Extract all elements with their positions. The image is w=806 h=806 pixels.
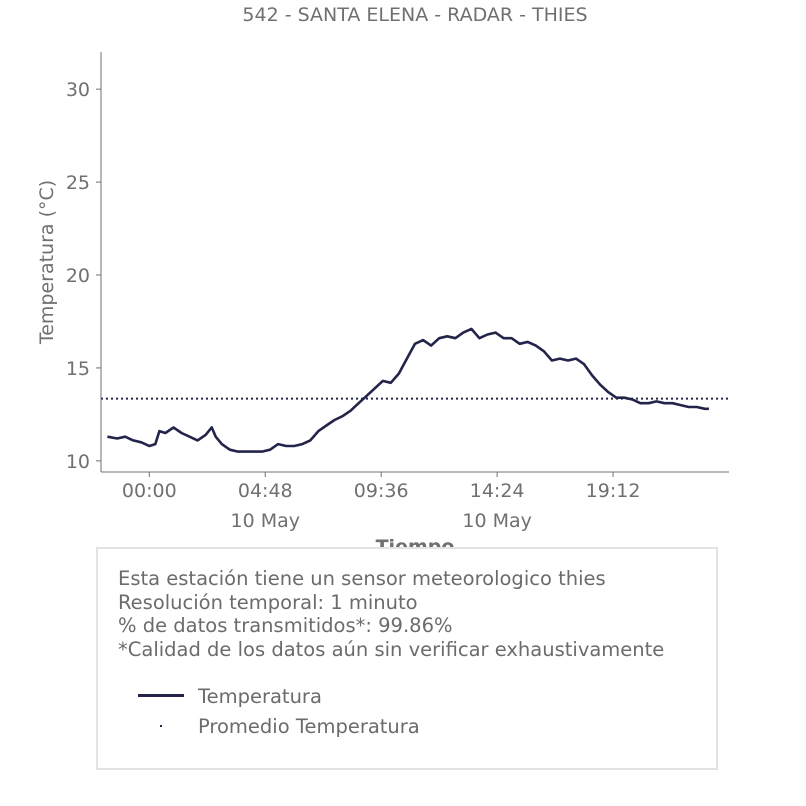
x-tick-label: 00:00 [122, 480, 177, 502]
legend-dot-swatch [138, 711, 184, 741]
temperature-chart: 542 - SANTA ELENA - RADAR - THIES 10 15 20… [36, 4, 729, 558]
legend: Temperatura Promedio Temperatura [138, 681, 420, 741]
legend-label-promedio: Promedio Temperatura [198, 714, 420, 738]
info-panel: Esta estación tiene un sensor meteorolog… [96, 547, 718, 770]
legend-line-swatch [138, 681, 184, 711]
series-temperatura [107, 327, 709, 453]
y-tick-label: 25 [66, 172, 90, 194]
x-tick-label: 14:24 [470, 480, 525, 502]
x-axis-ticks: 00:00 04:48 10 May 09:36 14:24 10 May 19:12 [122, 472, 641, 532]
x-tick-label: 09:36 [354, 480, 409, 502]
plot-area [101, 327, 729, 453]
x-tick-label: 04:48 [238, 480, 293, 502]
x-tick-sublabel: 10 May [230, 510, 300, 532]
y-tick-label: 30 [66, 79, 90, 101]
y-tick-label: 15 [66, 358, 90, 380]
info-line-transmitted: % de datos transmitidos*: 99.86% [118, 614, 453, 637]
x-tick-label: 19:12 [586, 480, 641, 502]
y-axis-title: Temperatura (°C) [36, 180, 58, 345]
x-tick-sublabel: 10 May [462, 510, 532, 532]
legend-item-promedio: Promedio Temperatura [138, 711, 420, 741]
y-tick-label: 10 [66, 451, 90, 473]
chart-title: 542 - SANTA ELENA - RADAR - THIES [242, 4, 587, 26]
info-line-resolution: Resolución temporal: 1 minuto [118, 590, 418, 614]
legend-item-temperatura: Temperatura [138, 681, 420, 711]
legend-label-temperatura: Temperatura [198, 684, 322, 708]
y-tick-label: 20 [66, 265, 90, 287]
y-axis-ticks: 10 15 20 25 30 [66, 79, 101, 473]
info-line-quality: *Calidad de los datos aún sin verificar … [118, 637, 665, 661]
info-text: Esta estación tiene un sensor meteorolog… [118, 567, 664, 661]
info-line-sensor: Esta estación tiene un sensor meteorolog… [118, 567, 606, 590]
